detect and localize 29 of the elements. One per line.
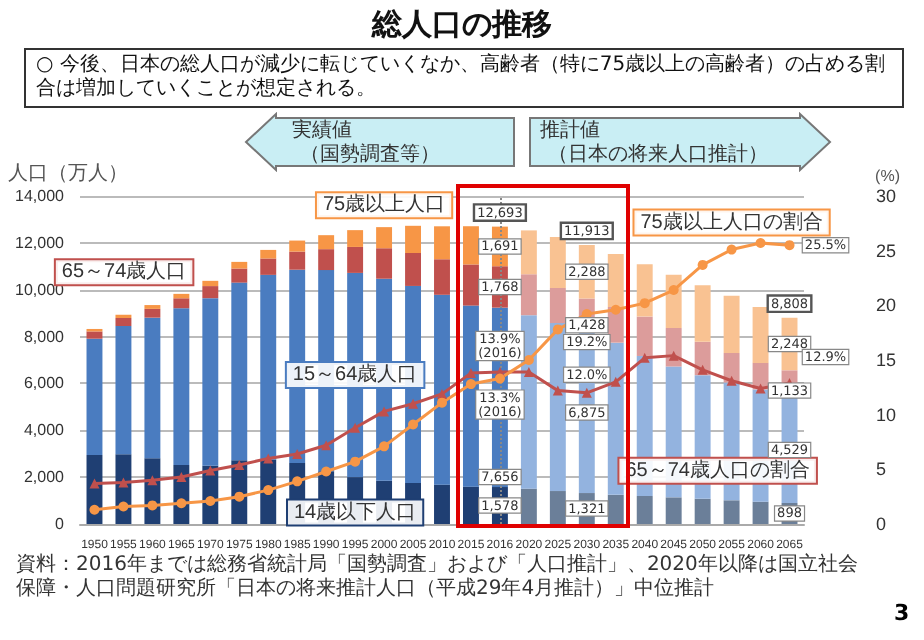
- y2-tick-label: 20: [876, 295, 897, 316]
- y-tick-label: 2,000: [23, 468, 66, 487]
- y2-tick-label: 15: [876, 350, 897, 370]
- y2-tick-label: 0: [876, 514, 887, 534]
- series-label: 14歳以下人口: [293, 499, 417, 524]
- text: 推計値: [540, 120, 600, 142]
- y2-tick-label: 10: [876, 404, 897, 425]
- y-tick-label: 12,000: [15, 233, 66, 252]
- text: 実績値: [292, 120, 352, 142]
- chart-subtitle: ○ 今後、日本の総人口が減少に転じていくなか、高齢者（特に75歳以上の高齢者）の占める割合は増加していくことが想定される。: [24, 48, 904, 108]
- y2-tick-label: 5: [876, 459, 887, 480]
- y-tick-label: 0: [55, 515, 66, 533]
- series-label: 75歳以上人口の割合: [640, 209, 823, 234]
- y-tick-label: 4,000: [23, 421, 66, 440]
- series-label: 65～74歳人口: [61, 259, 187, 284]
- series-label: 15～64歳人口: [292, 362, 418, 387]
- text: 資料：2016年までは総務省統計局「国勢調査」および「人口推計」、2020年以降は国立社会保障・人口問題研究所「日本の将来推計人口（平成29年4月推計）」中位推計: [16, 554, 860, 602]
- series-label: 75歳以上人口: [322, 192, 446, 217]
- text: （国勢調査等）: [300, 144, 440, 166]
- y-tick-label: 6,000: [23, 374, 66, 393]
- y2-axis-title: (%): [875, 167, 901, 185]
- chart-title: 総人口の推移: [369, 6, 554, 44]
- y2-tick-label: 25: [876, 240, 897, 261]
- text: 3: [894, 600, 910, 626]
- y-tick-label: 14,000: [15, 187, 66, 205]
- text: （日本の将来人口推計）: [548, 144, 768, 166]
- y2-tick-label: 30: [876, 186, 897, 206]
- y-tick-label: 8,000: [23, 327, 66, 346]
- y-axis-title: 人口（万人）: [8, 163, 128, 185]
